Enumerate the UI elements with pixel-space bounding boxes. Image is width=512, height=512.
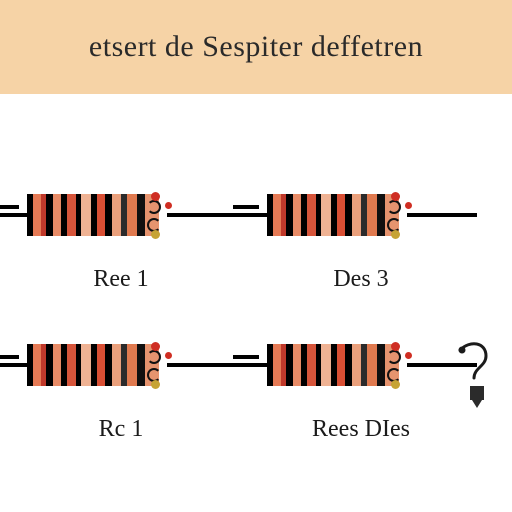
grid-row: Rc 1 Rees DIes (0, 338, 512, 488)
grid-cell: Rc 1 (6, 338, 236, 443)
title-bar: etsert de Sespiter deffetren (0, 0, 512, 94)
resistor-icon (251, 188, 471, 242)
page-title: etsert de Sespiter deffetren (89, 30, 423, 64)
resistor-icon (11, 188, 231, 242)
grid-cell: Des 3 (246, 188, 476, 293)
connector-icon (456, 338, 506, 408)
resistor-label: Des 3 (333, 266, 388, 293)
grid-row: Ree 1 Des 3 (0, 188, 512, 338)
resistor-label: Rc 1 (99, 416, 144, 443)
resistor-label: Rees DIes (312, 416, 410, 443)
resistor-label: Ree 1 (93, 266, 148, 293)
grid-cell: Rees DIes (246, 338, 476, 443)
resistor-icon (11, 338, 231, 392)
resistor-grid: Ree 1 Des 3 Rc 1 Rees DIes (0, 188, 512, 488)
resistor-icon (251, 338, 471, 392)
grid-cell: Ree 1 (6, 188, 236, 293)
